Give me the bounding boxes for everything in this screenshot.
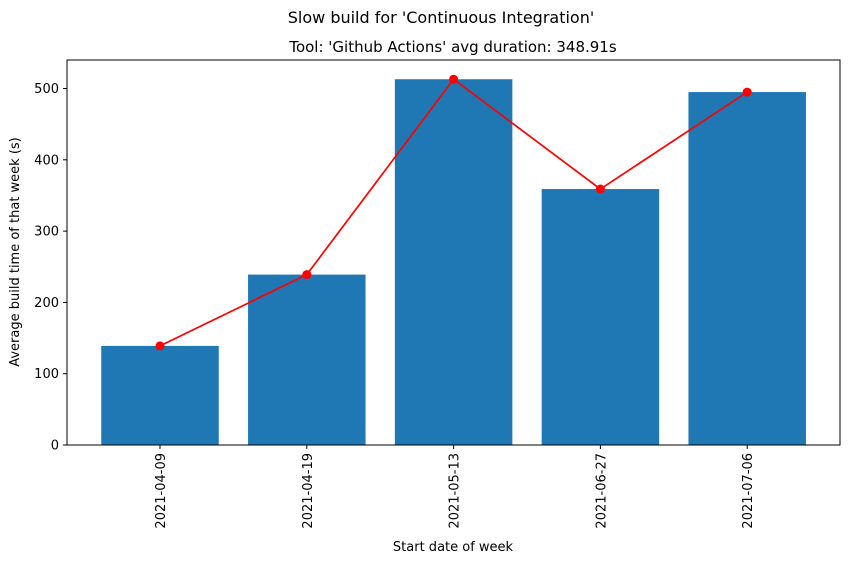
bar-2021-05-13 bbox=[394, 79, 513, 445]
x-axis: 2021-04-09 2021-04-19 2021-05-13 2021-06-27… bbox=[154, 445, 756, 529]
y-tick-label-200: 200 bbox=[34, 296, 59, 311]
trend-point-2021-06-27 bbox=[595, 184, 605, 194]
x-tick-label-2021-04-19: 2021-04-19 bbox=[301, 453, 316, 529]
trend-point-2021-04-19 bbox=[302, 270, 312, 280]
y-tick-label-500: 500 bbox=[34, 82, 59, 97]
y-axis: 0 100 200 300 400 500 bbox=[34, 82, 67, 454]
trend-point-2021-05-13 bbox=[449, 74, 459, 84]
x-axis-label: Start date of week bbox=[393, 540, 514, 555]
chart-suptitle: Slow build for 'Continuous Integration' bbox=[288, 8, 595, 27]
bar-2021-04-09 bbox=[101, 345, 219, 445]
line-group bbox=[155, 74, 752, 351]
bar-2021-04-19 bbox=[248, 274, 366, 445]
bar-2021-06-27 bbox=[541, 189, 660, 445]
x-tick-label-2021-07-06: 2021-07-06 bbox=[741, 453, 756, 529]
y-tick-label-100: 100 bbox=[34, 367, 59, 382]
trend-point-2021-07-06 bbox=[742, 87, 752, 97]
y-tick-label-0: 0 bbox=[51, 439, 59, 454]
x-tick-label-2021-06-27: 2021-06-27 bbox=[594, 453, 609, 529]
chart-title: Tool: 'Github Actions' avg duration: 348… bbox=[288, 38, 617, 56]
bar-2021-07-06 bbox=[688, 92, 806, 445]
x-tick-label-2021-04-09: 2021-04-09 bbox=[154, 453, 169, 529]
y-tick-label-400: 400 bbox=[34, 153, 59, 168]
y-tick-label-300: 300 bbox=[34, 225, 59, 240]
bars-group bbox=[101, 79, 806, 445]
x-tick-label-2021-05-13: 2021-05-13 bbox=[448, 453, 463, 529]
trend-point-2021-04-09 bbox=[155, 341, 165, 351]
y-axis-label: Average build time of that week (s) bbox=[8, 137, 23, 367]
